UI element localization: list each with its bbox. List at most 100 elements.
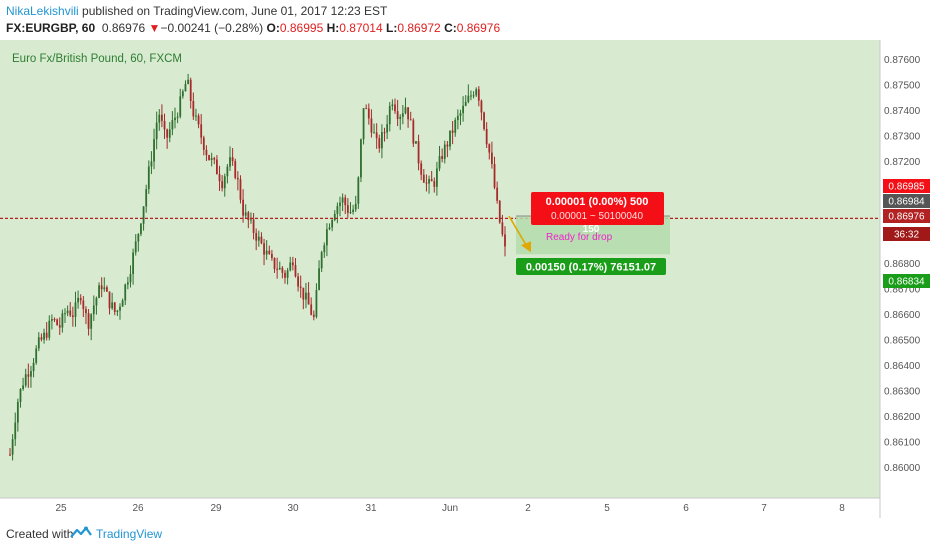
candle-body [485, 128, 488, 145]
author-link[interactable]: NikaLekishvili [6, 4, 79, 18]
candle-body [236, 177, 239, 180]
x-tick-label: 26 [132, 503, 144, 514]
price-badge-text: 36:32 [894, 230, 919, 241]
candle-body [35, 348, 38, 363]
candle-body [226, 166, 229, 177]
y-tick-label: 0.86700 [884, 285, 921, 296]
price-chart[interactable]: 0.876000.875000.874000.873000.872000.870… [0, 40, 932, 518]
price-axis-panel [880, 40, 932, 498]
price-badge-bg [883, 209, 930, 223]
candle-body [336, 206, 339, 214]
price-badge-bg [883, 179, 930, 193]
y-tick-label: 0.87600 [884, 55, 921, 66]
ohlc-legend: FX:EURGBP, 60 0.86976 ▼−0.00241 (−0.28%)… [6, 21, 500, 35]
ticks-label: 150 [583, 224, 600, 235]
candle-body [373, 132, 375, 134]
candle-body [205, 149, 208, 156]
publish-info: NikaLekishvili published on TradingView.… [6, 4, 387, 18]
y-tick-label: 0.86600 [884, 310, 921, 321]
price-badge-entry: 0.86984 [883, 194, 930, 208]
candle-body [483, 112, 485, 129]
price-change: −0.00241 (−0.28%) [160, 21, 264, 35]
target-label-box[interactable]: 0.00150 (0.17%) 76151.07 [516, 258, 666, 275]
x-tick-label: 31 [365, 503, 377, 514]
candle-body [147, 166, 150, 190]
candle-body [174, 117, 176, 121]
candle-body [360, 139, 362, 178]
created-with-label: Created with [6, 527, 74, 541]
candle-body [257, 236, 260, 241]
candle-body [90, 314, 93, 329]
candle-body [401, 113, 404, 117]
candle-body [472, 95, 475, 97]
candle-body [179, 96, 182, 117]
price-badge-target: 0.86834 [883, 274, 930, 288]
candle-body [150, 161, 153, 167]
candle-body [158, 114, 161, 123]
candle-body [265, 250, 268, 255]
projection-arrow [508, 215, 529, 249]
candle-body [137, 234, 140, 242]
candle-body [441, 156, 444, 159]
header-bar: NikaLekishvili published on TradingView.… [0, 0, 932, 40]
candle-body [161, 114, 163, 121]
candle-body [504, 234, 506, 247]
candle-body [53, 319, 56, 321]
candle-body [14, 422, 17, 440]
candle-body [61, 313, 64, 328]
candle-body [197, 115, 200, 125]
price-badge-current: 0.86976 [883, 209, 930, 223]
candle-body [493, 163, 496, 188]
candle-body [328, 227, 331, 230]
candle-body [92, 305, 95, 315]
candle-body [263, 243, 265, 255]
candle-body [85, 309, 87, 314]
symbol-label[interactable]: FX:EURGBP, 60 [6, 21, 96, 35]
candle-body [459, 113, 462, 116]
candle-body [200, 124, 203, 138]
candle-body [388, 106, 391, 125]
candle-body [82, 300, 85, 310]
y-tick-label: 0.86800 [884, 259, 921, 270]
candle-body [394, 104, 396, 112]
candle-body [216, 159, 218, 175]
price-badge-stop: 0.86985 [883, 179, 930, 193]
candle-body [234, 161, 237, 178]
candle-body [218, 174, 221, 182]
tradingview-brand[interactable]: TradingView [96, 527, 163, 541]
x-tick-label: 6 [683, 503, 689, 514]
candle-body [192, 100, 195, 117]
candle-body [294, 265, 297, 277]
candle-body [386, 124, 389, 133]
stop-label-box[interactable]: 0.00001 (0.00%) 500 0.00001 ~ 50100040 [531, 192, 664, 225]
tradingview-logo-icon[interactable] [70, 526, 92, 540]
candle-body [98, 285, 100, 298]
candle-body [95, 297, 98, 306]
y-tick-label: 0.87400 [884, 106, 921, 117]
candle-body [113, 302, 116, 312]
candle-body [378, 138, 381, 149]
note-label[interactable]: Ready for drop [546, 232, 613, 243]
price-badge-text: 0.86976 [888, 212, 925, 223]
target-label: 0.00150 (0.17%) 76151.07 [526, 262, 656, 274]
candle-body [375, 132, 378, 139]
candle-body [244, 212, 247, 216]
candle-body [312, 314, 315, 317]
candle-body [436, 168, 438, 187]
candle-body [223, 176, 226, 189]
candle-body [273, 257, 276, 269]
candle-body [155, 122, 158, 140]
candle-body [106, 287, 108, 292]
candle-body [464, 101, 467, 106]
candle-body [346, 205, 349, 213]
y-tick-label: 0.86100 [884, 438, 921, 449]
candle-body [425, 182, 428, 184]
candle-body [305, 292, 307, 300]
candle-body [11, 439, 14, 455]
candle-body [357, 177, 360, 204]
candle-body [396, 111, 399, 119]
footer: Created with TradingView [0, 518, 932, 550]
candle-body [341, 197, 344, 203]
candle-body [129, 274, 132, 283]
candle-body [399, 116, 402, 119]
